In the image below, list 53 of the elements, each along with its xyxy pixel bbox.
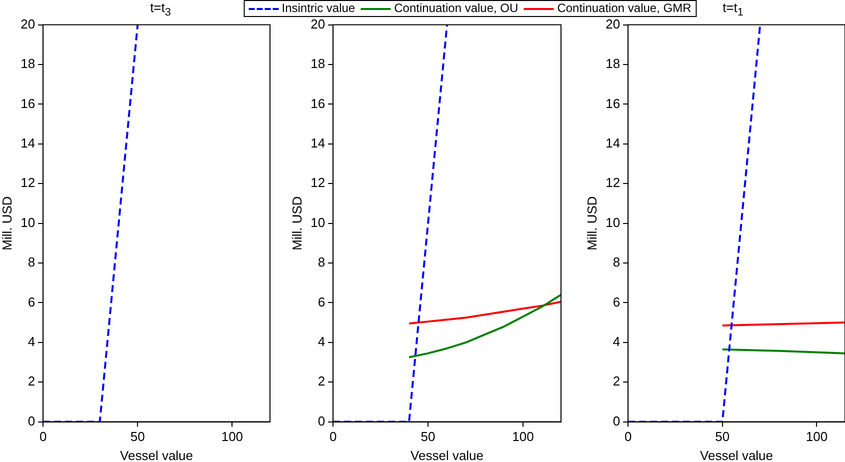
y-tick-label: 18 [20, 56, 36, 72]
y-tick-label: 10 [310, 214, 326, 230]
y-tick-label: 16 [20, 96, 36, 111]
y-tick-label: 14 [20, 135, 36, 150]
x-tick-label: 100 [512, 429, 534, 444]
x-tick-label: 100 [806, 429, 828, 444]
y-tick-label: 14 [310, 135, 326, 150]
y-tick-label: 18 [310, 56, 326, 72]
x-tick-label: 0 [624, 429, 632, 444]
y-tick-label: 6 [612, 294, 620, 310]
chart-title: t=t$_{3}$ [150, 0, 171, 19]
x-tick-label: 0 [329, 429, 337, 444]
y-tick-label: 10 [606, 214, 620, 230]
y-tick-label: 18 [606, 56, 620, 72]
y-tick-label: 4 [612, 334, 620, 349]
legend-label: Continuation value, GMR [556, 1, 692, 16]
y-tick-label: 8 [28, 254, 36, 270]
y-tick-label: 12 [310, 175, 326, 190]
y-tick-label: 0 [28, 413, 36, 428]
y-tick-label: 2 [612, 374, 620, 389]
y-axis-title: Mill. USD [0, 196, 14, 250]
x-tick-label: 50 [130, 429, 145, 444]
y-tick-label: 20 [606, 16, 620, 32]
y-axis-title: Mill. USD [289, 196, 304, 250]
legend-label: Insintric value [280, 1, 356, 16]
y-tick-label: 14 [606, 135, 620, 150]
y-tick-label: 12 [606, 175, 620, 190]
y-tick-label: 2 [28, 374, 36, 389]
x-axis-title: Vessel value [410, 448, 484, 462]
y-axis-title: Mill. USD [584, 196, 600, 250]
y-tick-label: 8 [612, 254, 620, 270]
y-tick-label: 8 [318, 254, 326, 270]
y-tick-label: 0 [318, 413, 326, 428]
y-tick-label: 16 [310, 96, 326, 111]
y-tick-label: 20 [20, 16, 36, 32]
x-tick-label: 0 [39, 429, 47, 444]
y-tick-label: 6 [318, 294, 326, 310]
y-tick-label: 10 [20, 214, 36, 230]
x-tick-label: 100 [221, 429, 244, 444]
x-tick-label: 50 [715, 429, 730, 444]
x-axis-title: Vessel value [700, 448, 774, 462]
y-tick-label: 0 [612, 413, 620, 428]
y-tick-label: 12 [20, 175, 36, 190]
x-tick-label: 50 [420, 429, 436, 444]
x-axis-title: Vessel value [120, 448, 194, 462]
y-tick-label: 6 [28, 294, 36, 310]
chart-title: t=t$_{1}$ [722, 0, 744, 19]
y-tick-label: 20 [310, 16, 326, 32]
y-tick-label: 2 [318, 374, 326, 389]
y-tick-label: 4 [28, 334, 36, 349]
y-tick-label: 4 [318, 334, 326, 349]
legend-label: Continuation value, OU [393, 1, 518, 16]
y-tick-label: 16 [606, 96, 620, 111]
